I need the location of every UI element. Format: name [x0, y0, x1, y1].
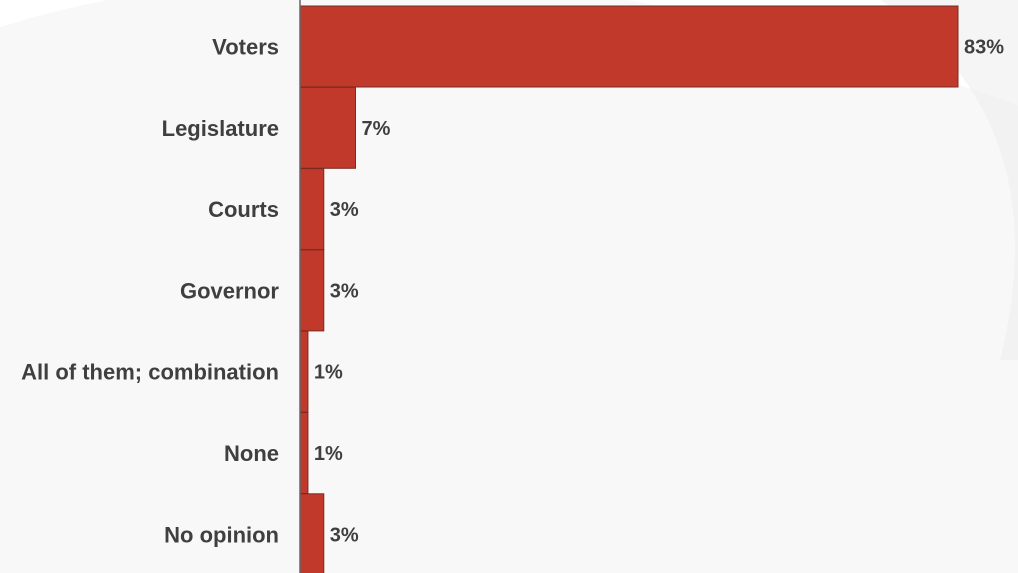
data-label: 3%	[330, 524, 359, 546]
category-label: Voters	[212, 35, 279, 60]
bar-no-opinion	[299, 493, 325, 573]
data-label: 1%	[314, 362, 343, 384]
data-label: 3%	[330, 199, 359, 221]
bar-governor	[299, 249, 325, 332]
bar-courts	[299, 168, 325, 251]
bar-all-of-them-combination	[299, 330, 309, 413]
category-label: Courts	[208, 197, 279, 222]
category-label: Legislature	[162, 116, 279, 141]
data-label: 3%	[330, 280, 359, 302]
category-labels-group: Voters Legislature Courts Governor All of th…	[21, 35, 279, 548]
bar-voters	[299, 5, 959, 88]
bar-legislature	[299, 86, 356, 169]
category-label: Governor	[180, 278, 279, 303]
data-label: 83%	[964, 37, 1004, 59]
data-label: 7%	[361, 118, 390, 140]
category-label: None	[224, 441, 279, 466]
category-label: No opinion	[164, 522, 279, 547]
bar-none	[299, 412, 309, 494]
value-labels-group: 83% 7% 3% 3% 1% 1% 3%	[314, 37, 1004, 547]
data-label: 1%	[314, 443, 343, 465]
category-label: All of them; combination	[21, 360, 279, 385]
